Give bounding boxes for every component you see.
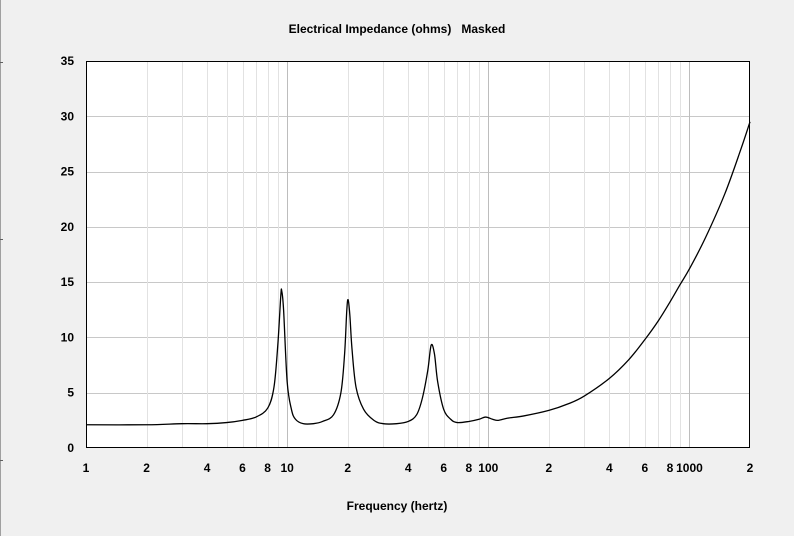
y-tick-label: 30 bbox=[61, 109, 75, 123]
x-tick-label: 6 bbox=[641, 461, 648, 475]
x-tick-label: 8 bbox=[264, 461, 271, 475]
x-tick-label: 8 bbox=[667, 461, 674, 475]
y-tick-label: 0 bbox=[67, 441, 74, 455]
x-axis-label: Frequency (hertz) bbox=[346, 499, 448, 513]
x-tick-label: 2 bbox=[747, 461, 754, 475]
x-tick-label: 10 bbox=[280, 461, 294, 475]
y-tick-label: 20 bbox=[61, 220, 75, 234]
x-tick-label: 8 bbox=[465, 461, 472, 475]
y-tick-label: 10 bbox=[61, 330, 75, 344]
x-tick-label: 4 bbox=[606, 461, 613, 475]
x-tick-label: 100 bbox=[478, 461, 498, 475]
x-tick-label: 1000 bbox=[676, 461, 703, 475]
x-tick-labels: 1 2 4 6 8 10 2 4 6 8 100 2 4 6 8 1000 2 bbox=[83, 461, 754, 475]
left-border-tick bbox=[0, 460, 3, 461]
x-tick-label: 1 bbox=[83, 461, 90, 475]
y-tick-label: 15 bbox=[61, 275, 75, 289]
x-tick-label: 2 bbox=[546, 461, 553, 475]
x-tick-label: 4 bbox=[405, 461, 412, 475]
series-line-impedance bbox=[85, 121, 751, 426]
x-tick-label: 6 bbox=[440, 461, 447, 475]
left-border-tick bbox=[0, 62, 3, 63]
y-tick-label: 35 bbox=[61, 54, 75, 68]
plot-frame bbox=[86, 61, 750, 448]
y-tick-labels: 0 5 10 15 20 25 30 35 bbox=[61, 54, 75, 455]
y-tick-label: 25 bbox=[61, 165, 75, 179]
plot-area bbox=[86, 61, 750, 448]
window-left-border bbox=[0, 0, 1, 536]
x-tick-label: 2 bbox=[143, 461, 150, 475]
x-tick-label: 6 bbox=[239, 461, 246, 475]
chart-title: Electrical Impedance (ohms) Masked bbox=[288, 22, 506, 36]
x-tick-label: 2 bbox=[344, 461, 351, 475]
y-tick-label: 5 bbox=[67, 386, 74, 400]
x-tick-label: 4 bbox=[204, 461, 211, 475]
left-border-tick bbox=[0, 239, 3, 240]
